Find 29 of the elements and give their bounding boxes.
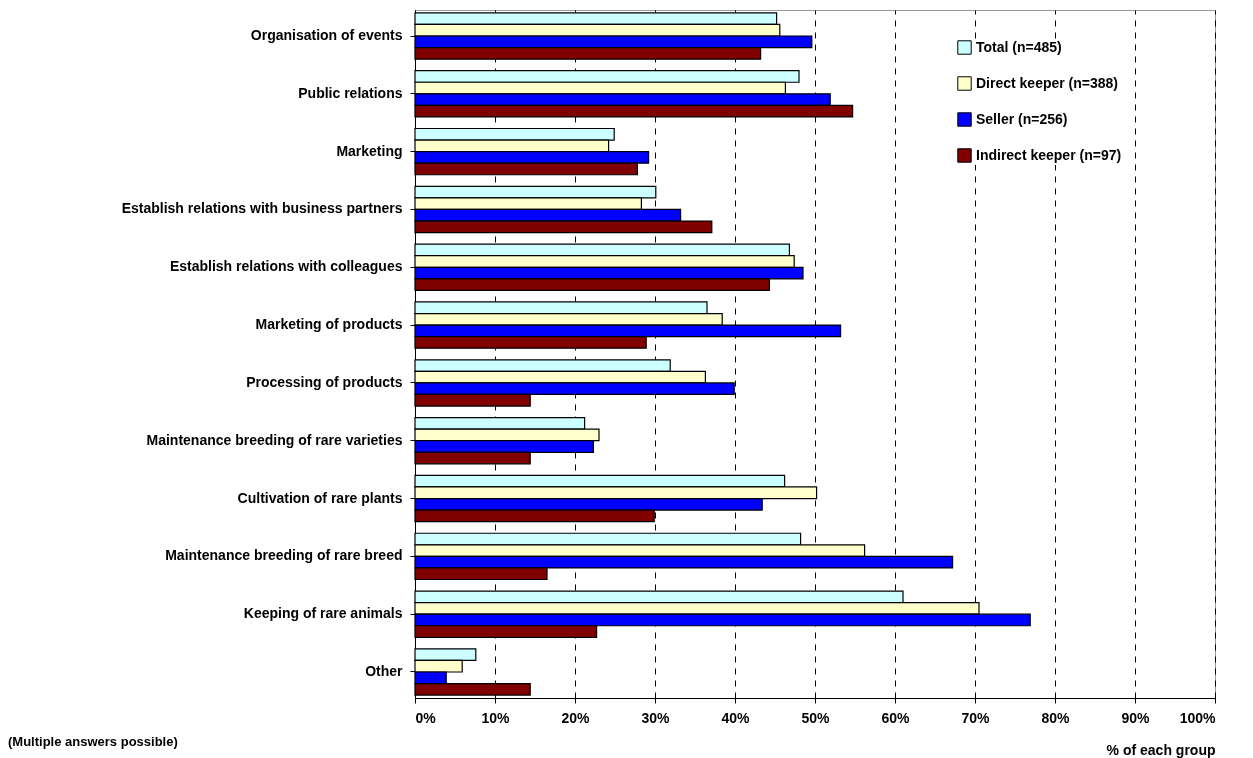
x-tick-label: 90% [1121, 709, 1151, 726]
y-tick-label: Processing of products [246, 373, 403, 390]
y-tick-label: Establish relations with colleagues [169, 258, 403, 275]
x-tick-label: 100% [1179, 709, 1217, 726]
x-tick-label: 30% [641, 709, 671, 726]
x-tick-label: 10% [481, 709, 511, 726]
x-tick-label: 70% [961, 709, 991, 726]
y-tick-label: Marketing of products [255, 316, 403, 333]
y-tick-label: Keeping of rare animals [243, 605, 403, 622]
x-tick-label: 40% [721, 709, 751, 726]
legend-label: Direct keeper (n=388) [976, 74, 1119, 91]
y-tick-label: Maintenance breeding of rare breed [165, 547, 403, 564]
y-tick-label: Cultivation of rare plants [237, 489, 403, 506]
x-tick-label: 20% [561, 709, 591, 726]
x-tick-label: 0% [415, 709, 437, 726]
text: (Multiple answers possible) [8, 734, 178, 749]
x-tick-label: 50% [801, 709, 831, 726]
y-tick-label: Other [365, 662, 404, 679]
y-tick-label: Public relations [298, 84, 403, 101]
x-axis-title: % of each group [1106, 741, 1216, 758]
y-tick-label: Establish relations with business partners [121, 200, 403, 217]
x-tick-label: 80% [1041, 709, 1071, 726]
y-tick-label: Marketing [336, 142, 403, 159]
legend-label: Indirect keeper (n=97) [976, 146, 1122, 163]
legend-label: Total (n=485) [976, 38, 1062, 55]
y-tick-label: Organisation of events [250, 27, 403, 44]
y-tick-label: Maintenance breeding of rare varieties [146, 431, 403, 448]
legend-label: Seller (n=256) [976, 110, 1068, 127]
x-tick-label: 60% [881, 709, 911, 726]
